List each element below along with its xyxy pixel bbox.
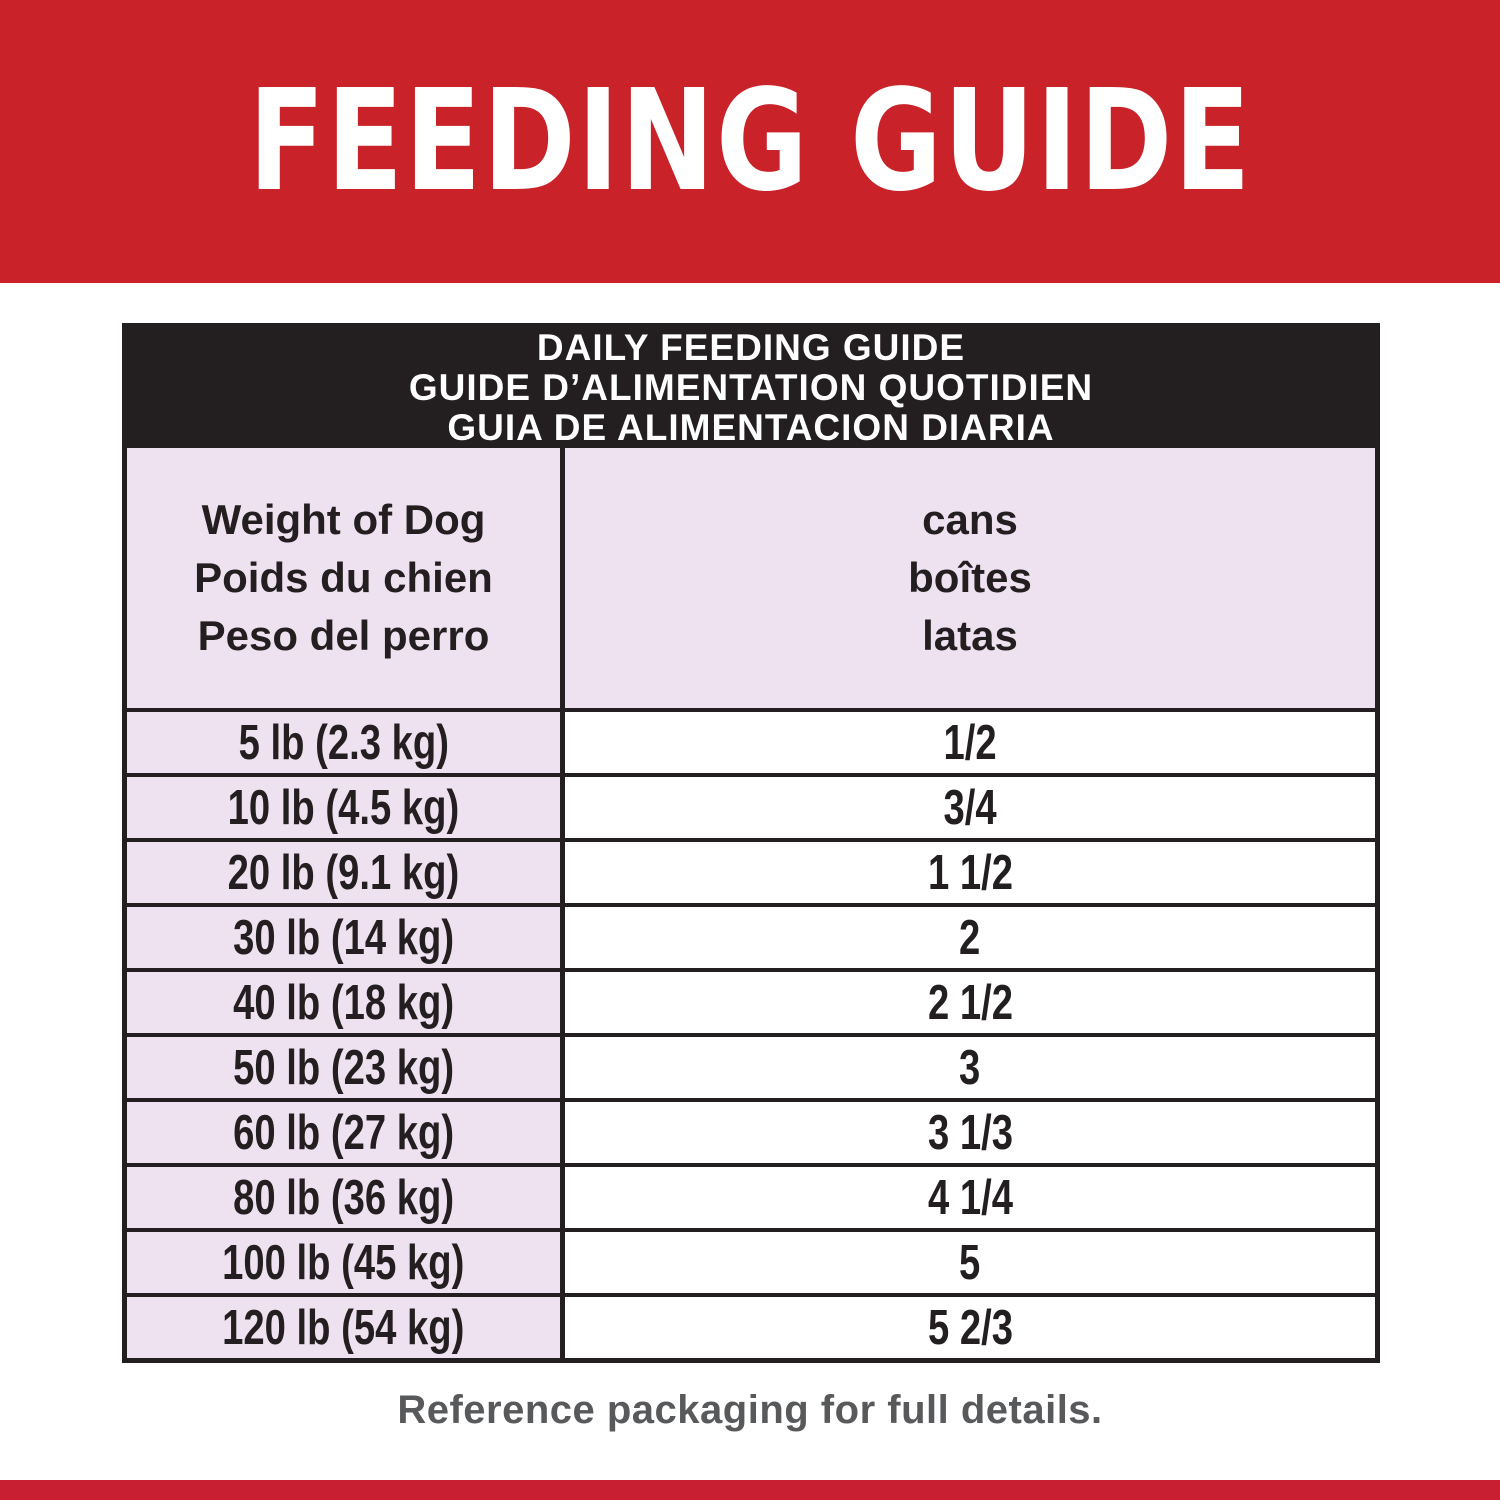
cans-header-es: latas <box>922 612 1018 659</box>
cans-cell: 3/4 <box>565 777 1375 838</box>
table-row: 5 lb (2.3 kg) 1/2 <box>127 708 1375 773</box>
weight-cell: 60 lb (27 kg) <box>127 1102 565 1163</box>
table-title-fr: GUIDE D’ALIMENTATION QUOTIDIEN <box>408 367 1094 408</box>
weight-column-header: Weight of Dog Poids du chien Peso del pe… <box>127 448 565 708</box>
weight-cell: 30 lb (14 kg) <box>127 907 565 968</box>
feeding-guide-banner: FEEDING GUIDE <box>0 0 1500 283</box>
weight-cell: 20 lb (9.1 kg) <box>127 842 565 903</box>
bottom-red-strip <box>0 1480 1500 1500</box>
daily-feeding-guide-table: DAILY FEEDING GUIDE GUIDE D’ALIMENTATION… <box>122 323 1380 1363</box>
cans-cell: 5 <box>565 1232 1375 1293</box>
cans-cell: 5 2/3 <box>565 1297 1375 1358</box>
cans-header-en: cans <box>922 496 1018 543</box>
cans-header-fr: boîtes <box>908 554 1032 601</box>
table-row: 100 lb (45 kg) 5 <box>127 1228 1375 1293</box>
table-row: 120 lb (54 kg) 5 2/3 <box>127 1293 1375 1358</box>
weight-cell: 80 lb (36 kg) <box>127 1167 565 1228</box>
weight-header-es: Peso del perro <box>197 612 490 659</box>
weight-cell: 10 lb (4.5 kg) <box>127 777 565 838</box>
weight-cell: 120 lb (54 kg) <box>127 1297 565 1358</box>
table-row: 60 lb (27 kg) 3 1/3 <box>127 1098 1375 1163</box>
table-row: 50 lb (23 kg) 3 <box>127 1033 1375 1098</box>
table-title-es: GUIA DE ALIMENTACION DIARIA <box>447 407 1055 448</box>
weight-cell: 100 lb (45 kg) <box>127 1232 565 1293</box>
table-title-en: DAILY FEEDING GUIDE <box>536 327 966 368</box>
cans-cell: 3 <box>565 1037 1375 1098</box>
weight-header-fr: Poids du chien <box>194 554 493 601</box>
cans-cell: 4 1/4 <box>565 1167 1375 1228</box>
cans-cell: 2 1/2 <box>565 972 1375 1033</box>
weight-cell: 50 lb (23 kg) <box>127 1037 565 1098</box>
weight-cell: 40 lb (18 kg) <box>127 972 565 1033</box>
table-row: 40 lb (18 kg) 2 1/2 <box>127 968 1375 1033</box>
weight-cell: 5 lb (2.3 kg) <box>127 712 565 773</box>
weight-header-en: Weight of Dog <box>201 496 486 543</box>
cans-cell: 2 <box>565 907 1375 968</box>
cans-cell: 3 1/3 <box>565 1102 1375 1163</box>
cans-cell: 1/2 <box>565 712 1375 773</box>
table-row: 10 lb (4.5 kg) 3/4 <box>127 773 1375 838</box>
table-row: 30 lb (14 kg) 2 <box>127 903 1375 968</box>
cans-cell: 1 1/2 <box>565 842 1375 903</box>
table-row: 20 lb (9.1 kg) 1 1/2 <box>127 838 1375 903</box>
cans-column-header: cans boîtes latas <box>565 448 1375 708</box>
column-headers-row: Weight of Dog Poids du chien Peso del pe… <box>127 448 1375 708</box>
table-title-block: DAILY FEEDING GUIDE GUIDE D’ALIMENTATION… <box>127 328 1375 448</box>
page-title: FEEDING GUIDE <box>248 60 1252 223</box>
reference-note: Reference packaging for full details. <box>397 1388 1103 1432</box>
table-row: 80 lb (36 kg) 4 1/4 <box>127 1163 1375 1228</box>
